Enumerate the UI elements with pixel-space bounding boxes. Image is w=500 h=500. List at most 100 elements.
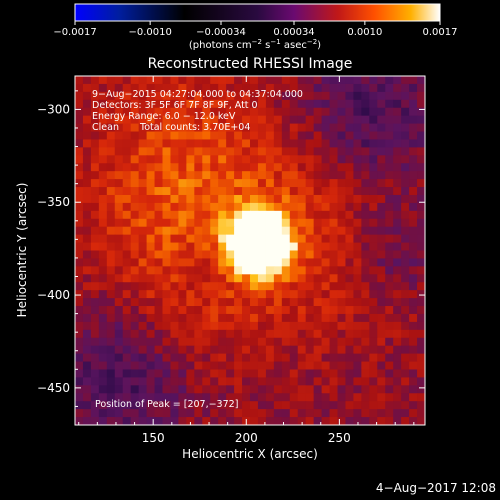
heatmap-cell [138, 250, 148, 260]
heatmap-cell [369, 226, 378, 236]
heatmap-cell [409, 353, 418, 363]
heatmap-cell [226, 76, 235, 85]
heatmap-cell [401, 266, 410, 275]
heatmap-cell [75, 377, 84, 386]
heatmap-cell [337, 393, 347, 402]
heatmap-cell [170, 179, 179, 188]
heatmap-cell [114, 187, 124, 196]
heatmap-cell [234, 282, 243, 291]
heatmap-cell [297, 76, 307, 85]
heatmap-cell [210, 353, 219, 363]
heatmap-cell [265, 147, 275, 156]
heatmap-cell [337, 282, 347, 291]
heatmap-cell [138, 155, 148, 164]
heatmap-cell [90, 163, 100, 172]
heatmap-cell [250, 282, 259, 291]
heatmap-cell [337, 266, 347, 275]
heatmap-cell [146, 417, 156, 425]
heatmap-cell [417, 99, 425, 109]
heatmap-cell [305, 258, 315, 267]
heatmap-cell [106, 377, 116, 386]
heatmap-cell [75, 306, 84, 315]
heatmap-cell [98, 163, 108, 172]
heatmap-cell [186, 218, 195, 228]
heatmap-cell [337, 385, 347, 394]
heatmap-cell [265, 179, 275, 188]
heatmap-cell [122, 298, 132, 307]
heatmap-cell [265, 83, 275, 93]
heatmap-cell [337, 76, 347, 85]
heatmap-cell [98, 171, 108, 180]
heatmap-cell [417, 417, 425, 425]
colorbar-tick-label: −0.00034 [196, 27, 246, 38]
heatmap-cell [369, 282, 378, 291]
heatmap-cell [98, 76, 108, 85]
heatmap-cell [265, 242, 275, 252]
heatmap-cell [98, 131, 108, 141]
heatmap-cell [305, 155, 315, 164]
heatmap-cell [321, 329, 331, 339]
heatmap-cell [202, 210, 211, 220]
heatmap-cell [242, 321, 251, 331]
heatmap-cell [385, 353, 394, 363]
heatmap-cell [154, 210, 164, 220]
heatmap-cell [361, 155, 370, 164]
heatmap-cell [250, 385, 259, 394]
heatmap-cell [401, 131, 410, 141]
heatmap-cell [178, 258, 187, 267]
heatmap-cell [162, 226, 172, 236]
heatmap-cell [218, 242, 227, 252]
heatmap-cell [297, 306, 307, 315]
heatmap-cell [218, 187, 227, 196]
heatmap-cell [146, 321, 156, 331]
heatmap-cell [194, 226, 203, 236]
heatmap-cell [345, 147, 354, 156]
heatmap-cell [281, 274, 291, 283]
heatmap-cell [226, 115, 235, 125]
heatmap-cell [305, 353, 315, 363]
heatmap-cell [154, 194, 164, 204]
heatmap-cell [234, 306, 243, 315]
heatmap-cell [146, 187, 156, 196]
heatmap-cell [297, 250, 307, 260]
heatmap-cell [369, 266, 378, 275]
heatmap-cell [114, 298, 124, 307]
heatmap-cell [202, 385, 211, 394]
heatmap-cell [106, 107, 116, 117]
heatmap-cell [226, 179, 235, 188]
heatmap-cell [321, 290, 331, 299]
heatmap-cell [154, 115, 164, 125]
heatmap-cell [202, 187, 211, 196]
heatmap-cell [250, 179, 259, 188]
heatmap-cell [186, 107, 195, 117]
heatmap-cell [146, 282, 156, 291]
heatmap-cell [234, 155, 243, 164]
heatmap-cell [234, 377, 243, 386]
heatmap-cell [385, 155, 394, 164]
heatmap-cell [122, 155, 132, 164]
heatmap-cell [226, 139, 235, 148]
heatmap-cell [409, 234, 418, 244]
heatmap-cell [361, 409, 370, 418]
heatmap-cell [90, 369, 100, 379]
heatmap-cell [377, 99, 386, 109]
heatmap-cell [242, 401, 251, 410]
heatmap-cell [90, 210, 100, 220]
heatmap-cell [242, 155, 251, 164]
heatmap-cell [281, 99, 291, 109]
heatmap-cell [154, 83, 164, 93]
heatmap-cell [393, 274, 402, 283]
heatmap-cell [313, 290, 323, 299]
heatmap-cell [154, 123, 164, 133]
heatmap-cell [194, 107, 203, 117]
heatmap-cell [289, 345, 299, 355]
heatmap-cell [281, 321, 291, 331]
heatmap-cell [114, 409, 124, 418]
heatmap-cell [305, 210, 315, 220]
heatmap-cell [122, 353, 132, 363]
heatmap-cell [273, 321, 283, 331]
heatmap-cell [353, 266, 362, 275]
heatmap-cell [146, 131, 156, 141]
heatmap-cell [369, 171, 378, 180]
heatmap-cell [194, 202, 203, 212]
